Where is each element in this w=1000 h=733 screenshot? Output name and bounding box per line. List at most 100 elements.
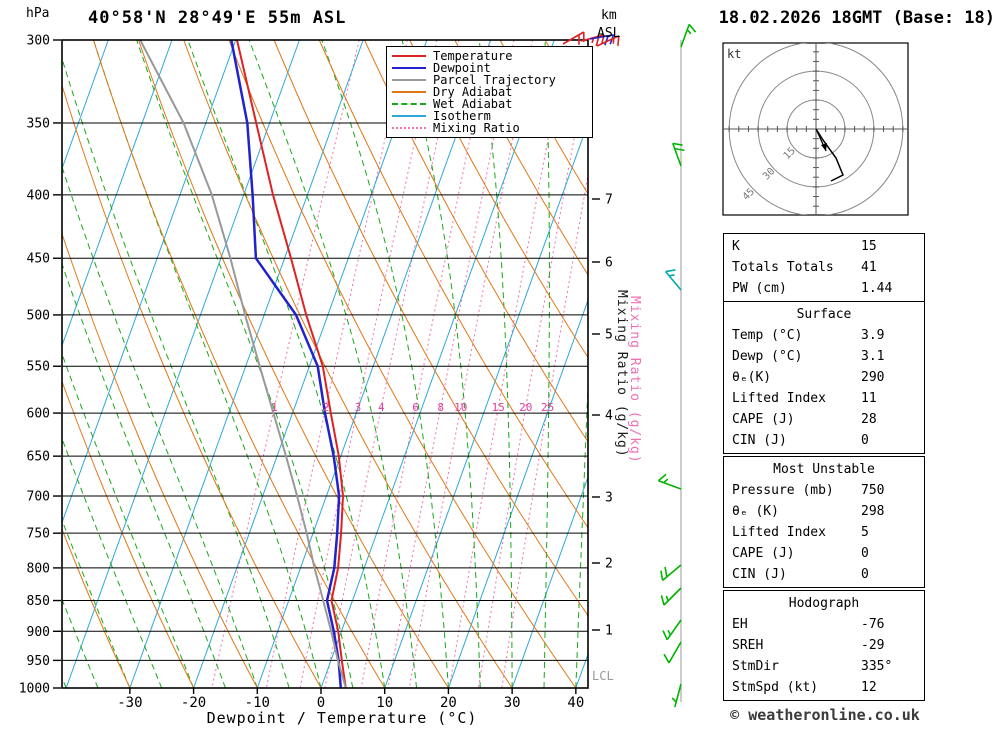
- index-row: CAPE (J) 28: [724, 409, 924, 430]
- km-tick-label: 1: [605, 624, 613, 639]
- legend-item-label: Dewpoint: [433, 61, 491, 75]
- isotherm-line: [62, 40, 237, 525]
- legend-line-swatch: [392, 79, 426, 81]
- parcel-trajectory-curve: [139, 40, 347, 688]
- index-row: Pressure (mb) 750: [724, 480, 924, 501]
- index-row: CAPE (J) 0: [724, 543, 924, 564]
- legend-item-label: Temperature: [433, 49, 513, 63]
- index-row-value: 0: [861, 546, 869, 561]
- hodograph-ring-label: 30: [761, 166, 777, 182]
- temp-tick-label: 30: [504, 695, 521, 711]
- pressure-tick-label: 900: [27, 625, 50, 640]
- index-row: CIN (J) 0: [724, 430, 924, 451]
- index-row: Totals Totals 41: [724, 257, 924, 278]
- index-row-value: 15: [861, 239, 877, 254]
- temperature-curve: [236, 40, 347, 688]
- x-axis-label: Dewpoint / Temperature (°C): [206, 709, 478, 727]
- dry-adiabat-line: [318, 40, 588, 529]
- index-row-label: CIN (J): [732, 433, 787, 448]
- index-row-label: θₑ (K): [732, 504, 779, 519]
- index-row: PW (cm) 1.44: [724, 278, 924, 299]
- index-row-value: 12: [861, 680, 877, 695]
- wet-adiabat-line: [62, 518, 131, 688]
- temp-tick-label: -20: [181, 695, 206, 711]
- isotherm-line: [384, 121, 588, 688]
- index-row: K 15: [724, 236, 924, 257]
- temp-tick-label: 40: [567, 695, 584, 711]
- index-row-value: 3.9: [861, 328, 885, 343]
- index-row-label: SREH: [732, 638, 764, 653]
- mixing-ratio-value-label: 3: [355, 401, 362, 414]
- index-row-label: StmSpd (kt): [732, 680, 819, 695]
- legend-item: Dry Adiabat: [392, 86, 592, 98]
- index-row-label: PW (cm): [732, 281, 787, 296]
- isotherm-line: [511, 475, 588, 688]
- plot-border: [61, 39, 589, 689]
- index-row: EH -76: [724, 614, 924, 635]
- hodograph-ring-label: 45: [741, 186, 757, 202]
- index-row-label: CIN (J): [732, 567, 787, 582]
- pressure-tick-label: 1000: [19, 682, 50, 697]
- pressure-tick-label: 950: [27, 654, 50, 669]
- hodograph-arrow-head: [821, 143, 827, 151]
- km-tick-label: 3: [605, 491, 613, 506]
- index-row: Lifted Index 11: [724, 388, 924, 409]
- index-row-value: 3.1: [861, 349, 885, 364]
- index-row-label: EH: [732, 617, 748, 632]
- mixing-ratio-value-label: 15: [492, 401, 505, 414]
- wet-adiabat-line: [478, 40, 513, 688]
- index-row-label: CAPE (J): [732, 546, 795, 561]
- index-row-value: -29: [861, 638, 885, 653]
- dry-adiabat-line: [409, 40, 588, 359]
- mixing-ratio-value-label: 4: [378, 401, 385, 414]
- index-row-label: K: [732, 239, 740, 254]
- isotherm-line: [193, 40, 428, 688]
- dry-adiabat-line: [62, 528, 131, 688]
- mixing-ratio-line: [265, 40, 408, 688]
- index-row-label: CAPE (J): [732, 412, 795, 427]
- pressure-tick-label: 650: [27, 450, 50, 465]
- legend-line-swatch: [392, 67, 426, 69]
- legend-line-swatch: [392, 91, 426, 93]
- index-row-label: Temp (°C): [732, 328, 803, 343]
- indices-panel-most-unstable: Most Unstable Pressure (mb) 750 θₑ (K) 298 L…: [723, 456, 925, 588]
- index-row-value: 5: [861, 525, 869, 540]
- index-row: SREH -29: [724, 635, 924, 656]
- index-row: Lifted Index 5: [724, 522, 924, 543]
- mixing-ratio-value-label: 1: [271, 401, 278, 414]
- wet-adiabat-line: [62, 262, 226, 688]
- index-row-label: Dewp (°C): [732, 349, 803, 364]
- pressure-tick-label: 450: [27, 252, 50, 267]
- indices-panel-k-tt-pw: K 15 Totals Totals 41 PW (cm) 1.44: [723, 233, 925, 302]
- isotherm-line: [65, 40, 300, 688]
- hodograph-trace: [815, 128, 844, 182]
- pressure-tick-label: 750: [27, 527, 50, 542]
- legend-item: Mixing Ratio: [392, 122, 592, 134]
- km-tick-label: 2: [605, 557, 613, 572]
- index-row-value: 41: [861, 260, 877, 275]
- index-row: θₑ(K) 290: [724, 367, 924, 388]
- dry-adiabat-line: [183, 40, 513, 688]
- km-tick-label: 7: [605, 193, 613, 208]
- km-tick-label: 4: [605, 409, 613, 424]
- wind-barb: [664, 269, 682, 291]
- index-row-label: Lifted Index: [732, 525, 826, 540]
- temp-tick-label: -10: [245, 695, 270, 711]
- mixing-ratio-line: [408, 40, 533, 688]
- index-row-label: Totals Totals: [732, 260, 834, 275]
- index-row-value: 0: [861, 567, 869, 582]
- isotherm-line: [320, 40, 555, 688]
- indices-panel-hodograph: Hodograph EH -76 SREH -29 StmDir 335° StmSpd (…: [723, 590, 925, 701]
- wet-adiabat-line: [401, 40, 481, 688]
- dry-adiabat-line: [499, 40, 588, 195]
- isotherm-line: [256, 40, 492, 688]
- index-row-label: Lifted Index: [732, 391, 826, 406]
- dry-adiabat-line: [454, 40, 588, 276]
- pressure-tick-label: 300: [27, 34, 50, 49]
- pressure-tick-label: 700: [27, 490, 50, 505]
- mixing-ratio-line: [211, 40, 360, 688]
- dry-adiabat-line: [62, 380, 195, 688]
- mixing-ratio-line: [324, 40, 460, 688]
